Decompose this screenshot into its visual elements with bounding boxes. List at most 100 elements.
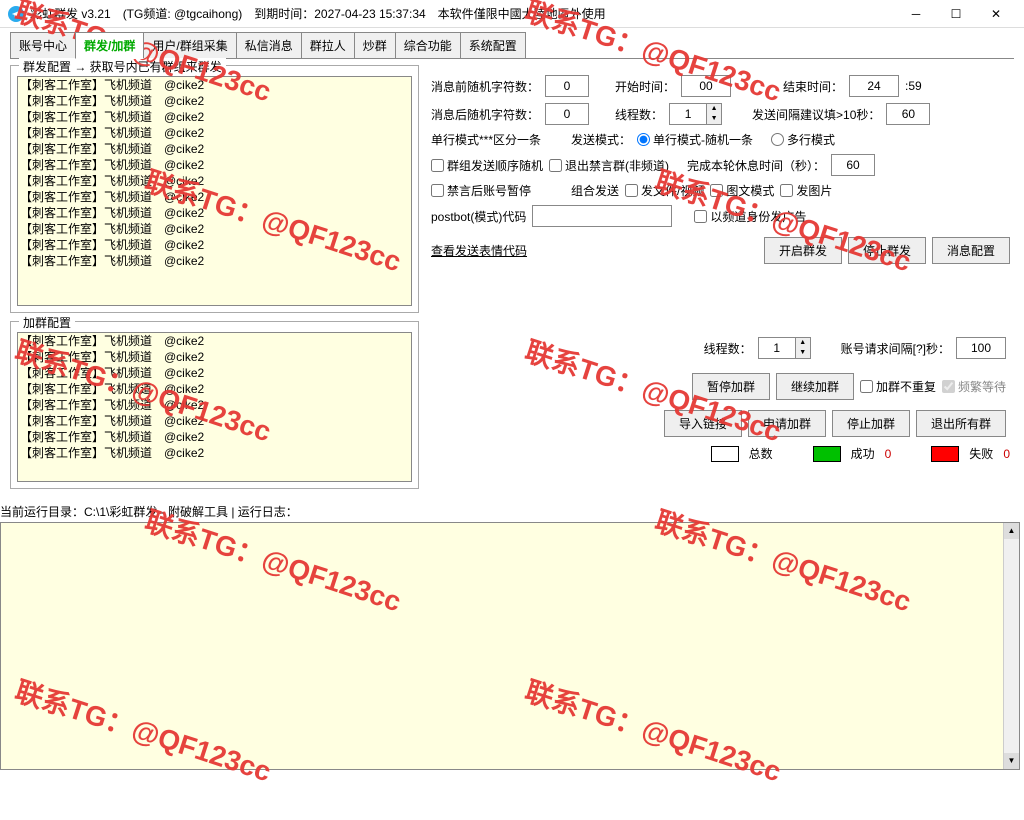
chk-text-img[interactable]: 图文模式 (710, 182, 774, 199)
apply-add-button[interactable]: 申请加群 (748, 410, 826, 437)
spin-down-icon[interactable]: ▼ (707, 114, 721, 124)
group-send-list[interactable]: 【刺客工作室】飞机频道 @cike2【刺客工作室】飞机频道 @cike2【刺客工… (17, 76, 412, 306)
resume-add-button[interactable]: 继续加群 (776, 373, 854, 400)
list-item[interactable]: 【刺客工作室】飞机频道 @cike2 (20, 93, 409, 109)
ag-threads-spinner[interactable]: ▲▼ (758, 337, 811, 359)
spin-up-icon[interactable]: ▲ (796, 338, 810, 348)
total-swatch (711, 446, 739, 462)
suffix-chars-label: 消息后随机字符数： (431, 106, 539, 123)
minimize-button[interactable]: ─ (896, 1, 936, 27)
spin-up-icon[interactable]: ▲ (707, 104, 721, 114)
interval-input[interactable] (886, 103, 930, 125)
list-item[interactable]: 【刺客工作室】飞机频道 @cike2 (20, 125, 409, 141)
stop-add-button[interactable]: 停止加群 (832, 410, 910, 437)
end-time-label: 结束时间： (783, 78, 843, 95)
list-item[interactable]: 【刺客工作室】飞机频道 @cike2 (20, 173, 409, 189)
fail-swatch (931, 446, 959, 462)
list-item[interactable]: 【刺客工作室】飞机频道 @cike2 (20, 429, 409, 445)
prefix-chars-input[interactable] (545, 75, 589, 97)
end-suffix-label: :59 (905, 79, 922, 93)
radio-single-line[interactable]: 单行模式-随机一条 (637, 131, 753, 148)
ag-threads-input[interactable] (758, 337, 796, 359)
scroll-down-icon[interactable]: ▼ (1004, 753, 1019, 769)
group-send-settings: 消息前随机字符数： 开始时间： 结束时间： :59 消息后随机字符数： 线程数：… (427, 65, 1014, 313)
tab-strip: 账号中心群发/加群用户/群组采集私信消息群拉人炒群综合功能系统配置 (0, 28, 1024, 59)
success-swatch (813, 446, 841, 462)
total-label: 总数 (749, 445, 773, 462)
scroll-up-icon[interactable]: ▲ (1004, 523, 1019, 539)
list-item[interactable]: 【刺客工作室】飞机频道 @cike2 (20, 205, 409, 221)
list-item[interactable]: 【刺客工作室】飞机频道 @cike2 (20, 445, 409, 461)
radio-multi-line[interactable]: 多行模式 (771, 131, 835, 148)
tab-content: 群发配置 → 获取号内已有群组来群发 【刺客工作室】飞机频道 @cike2【刺客… (0, 59, 1024, 495)
list-item[interactable]: 【刺客工作室】飞机频道 @cike2 (20, 349, 409, 365)
combo-send-label: 组合发送 (571, 182, 619, 199)
close-button[interactable]: ✕ (976, 1, 1016, 27)
ag-interval-label: 账号请求间隔[?]秒： (841, 340, 950, 357)
list-item[interactable]: 【刺客工作室】飞机频道 @cike2 (20, 141, 409, 157)
suffix-chars-input[interactable] (545, 103, 589, 125)
start-send-button[interactable]: 开启群发 (764, 237, 842, 264)
success-label: 成功 (851, 445, 875, 462)
list-item[interactable]: 【刺客工作室】飞机频道 @cike2 (20, 221, 409, 237)
chk-random-order[interactable]: 群组发送顺序随机 (431, 157, 543, 174)
postbot-label: postbot(模式)代码 (431, 208, 526, 225)
maximize-button[interactable]: ☐ (936, 1, 976, 27)
log-scrollbar[interactable]: ▲ ▼ (1003, 523, 1019, 769)
send-mode-label: 发送模式： (571, 131, 631, 148)
stop-send-button[interactable]: 停止群发 (848, 237, 926, 264)
list-item[interactable]: 【刺客工作室】飞机频道 @cike2 (20, 109, 409, 125)
list-item[interactable]: 【刺客工作室】飞机频道 @cike2 (20, 333, 409, 349)
tab-4[interactable]: 群拉人 (301, 32, 355, 59)
spin-down-icon[interactable]: ▼ (796, 348, 810, 358)
add-group-list[interactable]: 【刺客工作室】飞机频道 @cike2【刺客工作室】飞机频道 @cike2【刺客工… (17, 332, 412, 482)
chk-channel-ad[interactable]: 以频道身份发广告 (694, 208, 806, 225)
titlebar: 彩虹群发 v3.21 (TG频道: @tgcaihong) 到期时间：2027-… (0, 0, 1024, 28)
prefix-chars-label: 消息前随机字符数： (431, 78, 539, 95)
interval-label: 发送间隔建议填>10秒： (752, 106, 880, 123)
import-link-button[interactable]: 导入链接 (664, 410, 742, 437)
list-item[interactable]: 【刺客工作室】飞机频道 @cike2 (20, 189, 409, 205)
add-group-status: 总数 成功 0 失败 0 (431, 445, 1010, 462)
list-item[interactable]: 【刺客工作室】飞机频道 @cike2 (20, 397, 409, 413)
chk-send-img[interactable]: 发图片 (780, 182, 832, 199)
tab-2[interactable]: 用户/群组采集 (143, 32, 236, 59)
exit-all-button[interactable]: 退出所有群 (916, 410, 1006, 437)
list-item[interactable]: 【刺客工作室】飞机频道 @cike2 (20, 365, 409, 381)
add-group-title: 加群配置 (19, 314, 75, 331)
threads-input[interactable] (669, 103, 707, 125)
msg-config-button[interactable]: 消息配置 (932, 237, 1010, 264)
group-send-title: 群发配置 → 获取号内已有群组来群发 (19, 58, 226, 75)
end-time-input[interactable] (849, 75, 899, 97)
list-item[interactable]: 【刺客工作室】飞机频道 @cike2 (20, 381, 409, 397)
chk-pause-muted[interactable]: 禁言后账号暂停 (431, 182, 531, 199)
list-item[interactable]: 【刺客工作室】飞机频道 @cike2 (20, 253, 409, 269)
chk-file-video[interactable]: 发文件/视频 (625, 182, 704, 199)
list-item[interactable]: 【刺客工作室】飞机频道 @cike2 (20, 413, 409, 429)
tab-1[interactable]: 群发/加群 (75, 32, 144, 59)
window-title: 彩虹群发 v3.21 (TG频道: @tgcaihong) 到期时间：2027-… (30, 5, 896, 22)
tab-0[interactable]: 账号中心 (10, 32, 76, 59)
rest-input[interactable] (831, 154, 875, 176)
add-group-settings: 线程数： ▲▼ 账号请求间隔[?]秒： 暂停加群 继续加群 加群不重复 频繁等待 (427, 321, 1014, 489)
log-area[interactable]: ▲ ▼ (0, 522, 1020, 770)
postbot-input[interactable] (532, 205, 672, 227)
list-item[interactable]: 【刺客工作室】飞机频道 @cike2 (20, 77, 409, 93)
tab-6[interactable]: 综合功能 (395, 32, 461, 59)
chk-exit-muted[interactable]: 退出禁言群(非频道) (549, 157, 669, 174)
tab-7[interactable]: 系统配置 (460, 32, 526, 59)
single-mode-note: 单行模式***区分一条 (431, 131, 541, 148)
threads-label: 线程数： (615, 106, 663, 123)
pause-add-button[interactable]: 暂停加群 (692, 373, 770, 400)
tab-5[interactable]: 炒群 (354, 32, 396, 59)
ag-interval-input[interactable] (956, 337, 1006, 359)
list-item[interactable]: 【刺客工作室】飞机频道 @cike2 (20, 157, 409, 173)
log-path-bar: 当前运行目录：C:\1\彩虹群发 - 附破解工具 | 运行日志： (0, 501, 1024, 522)
threads-spinner[interactable]: ▲▼ (669, 103, 722, 125)
fail-label: 失败 (969, 445, 993, 462)
emoji-code-link[interactable]: 查看发送表情代码 (431, 242, 527, 259)
chk-no-repeat[interactable]: 加群不重复 (860, 378, 936, 395)
tab-3[interactable]: 私信消息 (236, 32, 302, 59)
list-item[interactable]: 【刺客工作室】飞机频道 @cike2 (20, 237, 409, 253)
start-time-input[interactable] (681, 75, 731, 97)
